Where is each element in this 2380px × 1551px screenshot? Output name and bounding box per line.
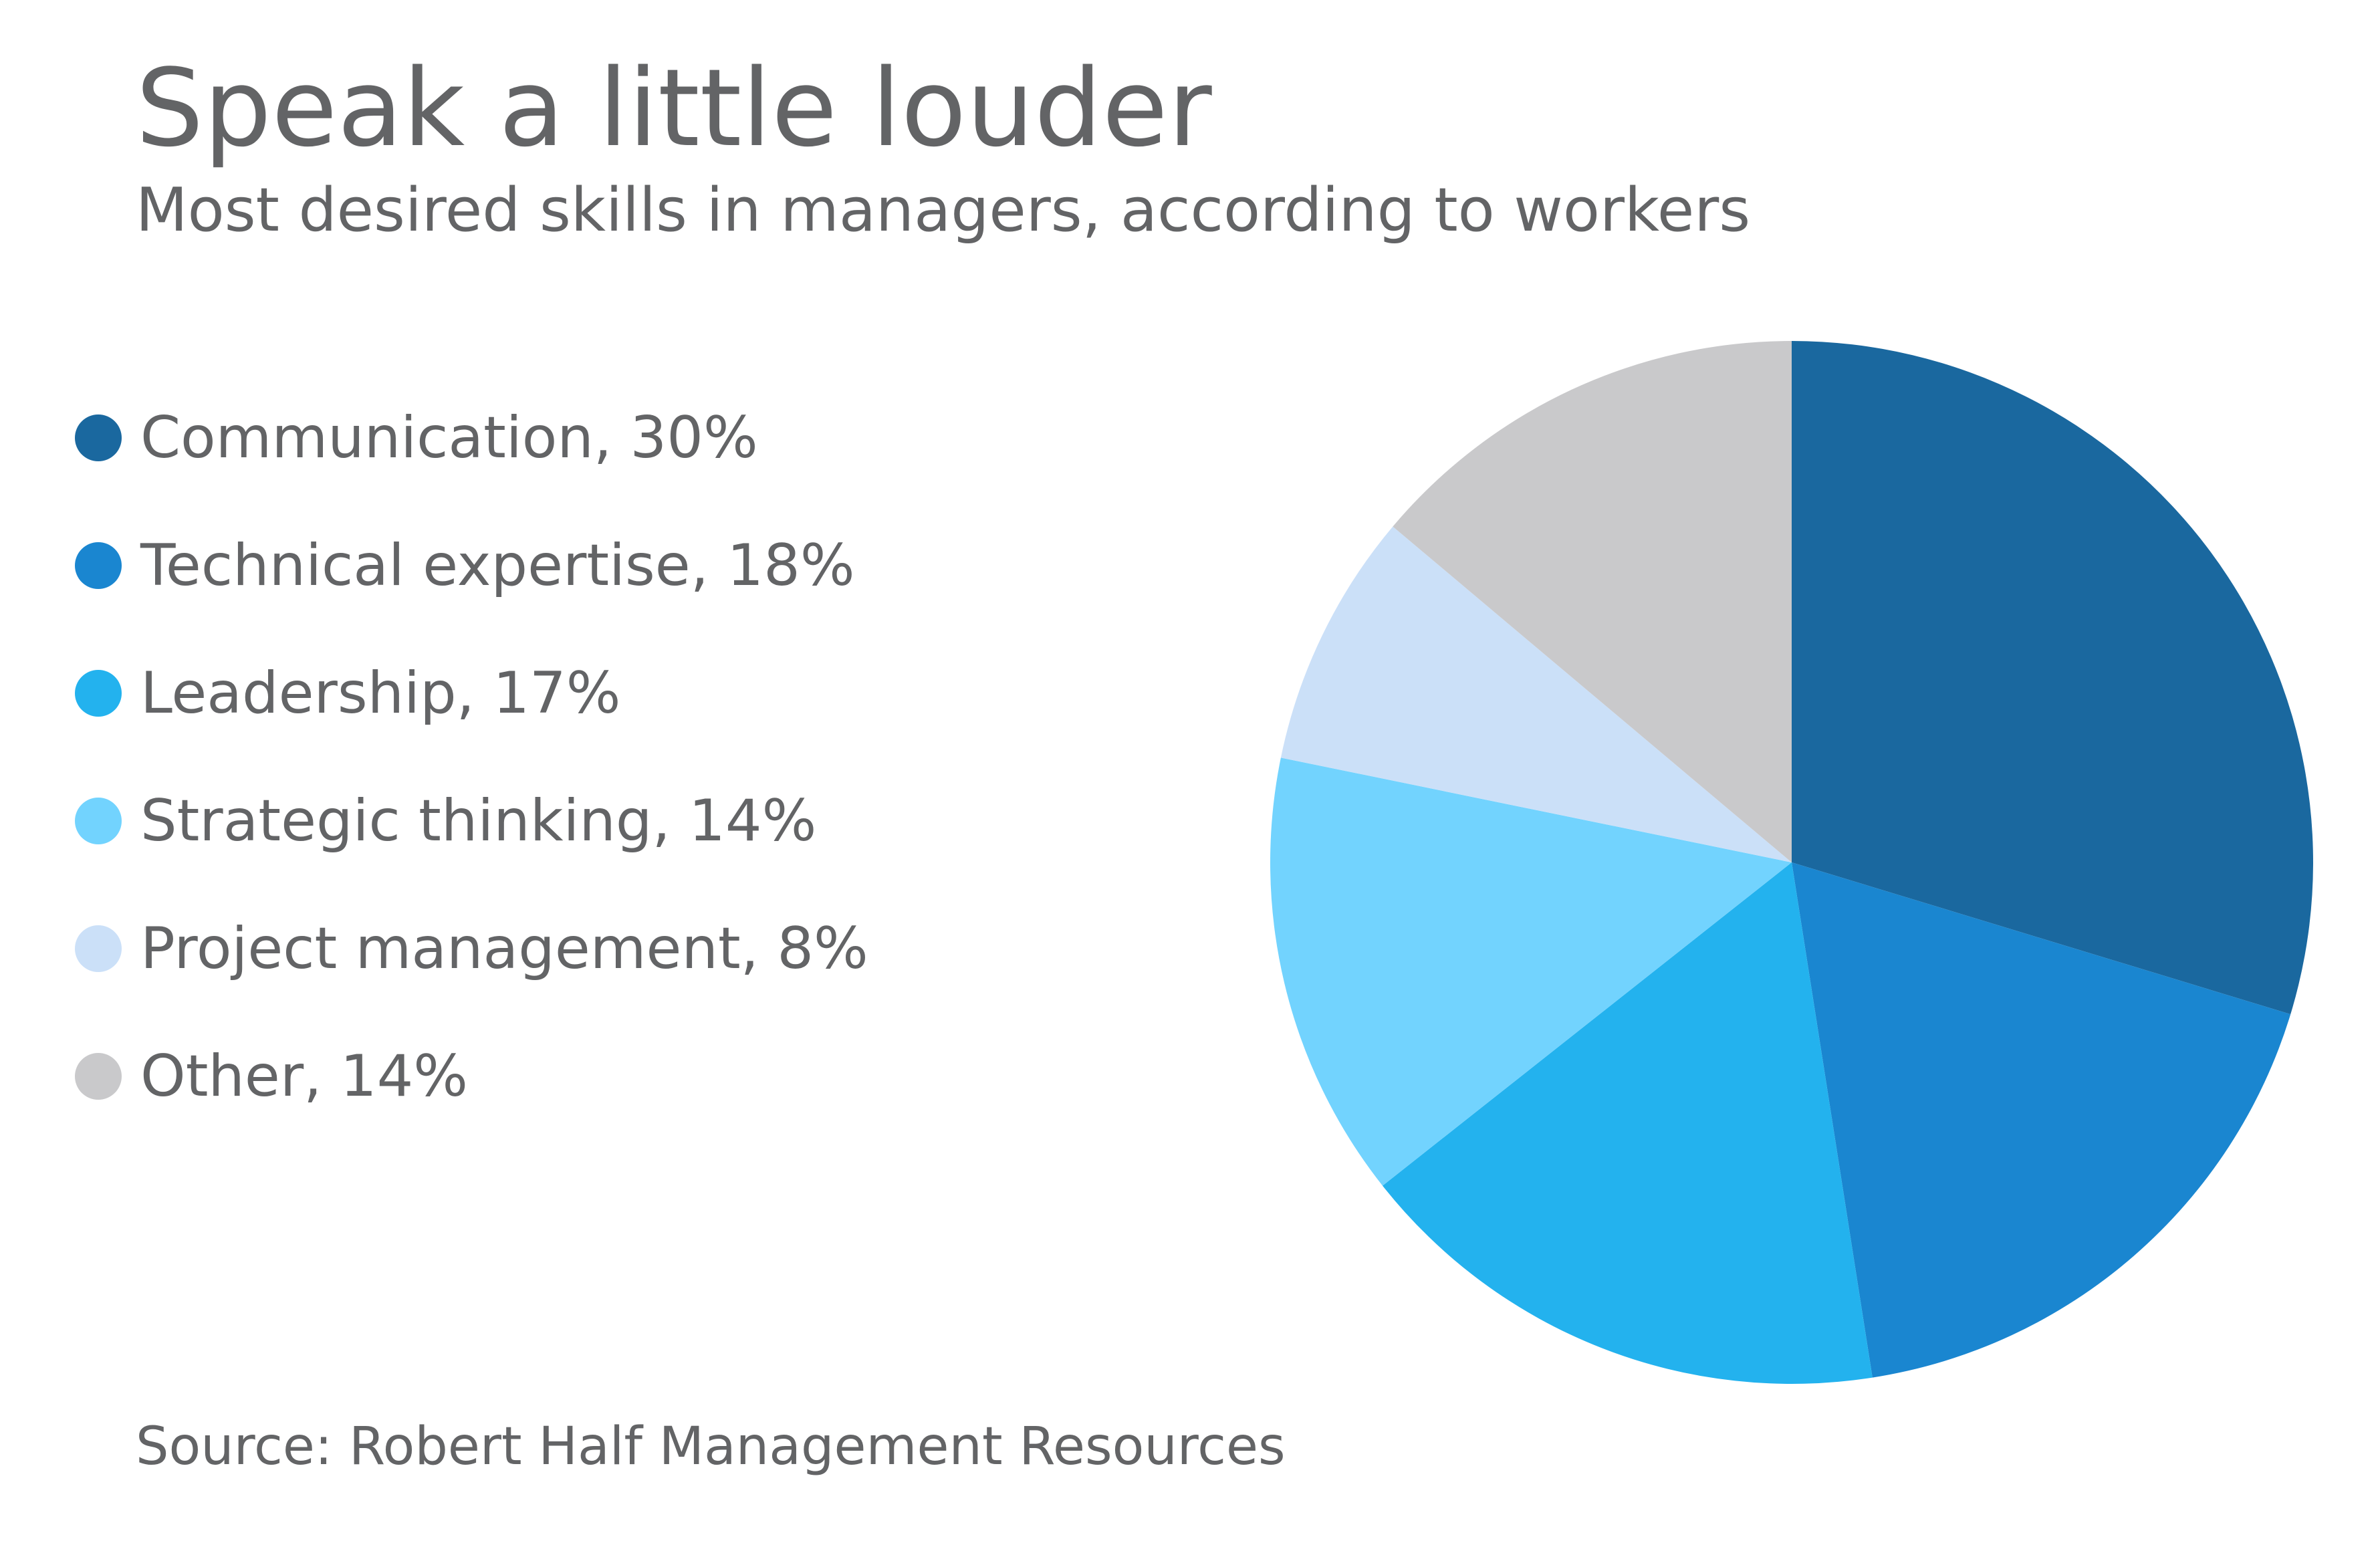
pie-slice-leadership bbox=[1383, 862, 1873, 1385]
legend-label-project-management: Project management, 8% bbox=[140, 915, 868, 982]
legend-label-communication: Communication, 30% bbox=[140, 404, 758, 471]
legend-item-leadership: Leadership, 17% bbox=[75, 653, 621, 733]
legend-item-technical-expertise: Technical expertise, 18% bbox=[75, 525, 855, 606]
legend-swatch-project-management bbox=[75, 925, 122, 972]
legend-swatch-technical-expertise bbox=[75, 542, 122, 589]
legend-swatch-strategic-thinking bbox=[75, 798, 122, 844]
legend-swatch-other bbox=[75, 1053, 122, 1100]
legend-label-other: Other, 14% bbox=[140, 1043, 469, 1110]
legend-swatch-communication bbox=[75, 414, 122, 461]
legend-label-leadership: Leadership, 17% bbox=[140, 660, 621, 727]
legend-label-strategic-thinking: Strategic thinking, 14% bbox=[140, 788, 817, 854]
legend-label-technical-expertise: Technical expertise, 18% bbox=[140, 532, 855, 599]
pie-slice-strategic-thinking bbox=[1270, 757, 1792, 1186]
source-note: Source: Robert Half Management Resources bbox=[136, 1417, 1286, 1477]
legend-item-other: Other, 14% bbox=[75, 1036, 468, 1116]
legend-item-strategic-thinking: Strategic thinking, 14% bbox=[75, 781, 816, 861]
pie-slice-other bbox=[1393, 341, 1792, 862]
pie-chart bbox=[1270, 341, 2313, 1385]
chart-title: Speak a little louder bbox=[136, 45, 1212, 170]
legend-item-communication: Communication, 30% bbox=[75, 398, 758, 478]
pie-slice-communication bbox=[1792, 341, 2313, 1015]
pie-slice-technical-expertise bbox=[1792, 862, 2291, 1378]
chart-subtitle: Most desired skills in managers, accordi… bbox=[136, 175, 1751, 245]
legend-swatch-leadership bbox=[75, 670, 122, 717]
legend-item-project-management: Project management, 8% bbox=[75, 909, 868, 989]
pie-slice-project-management bbox=[1280, 526, 1792, 862]
